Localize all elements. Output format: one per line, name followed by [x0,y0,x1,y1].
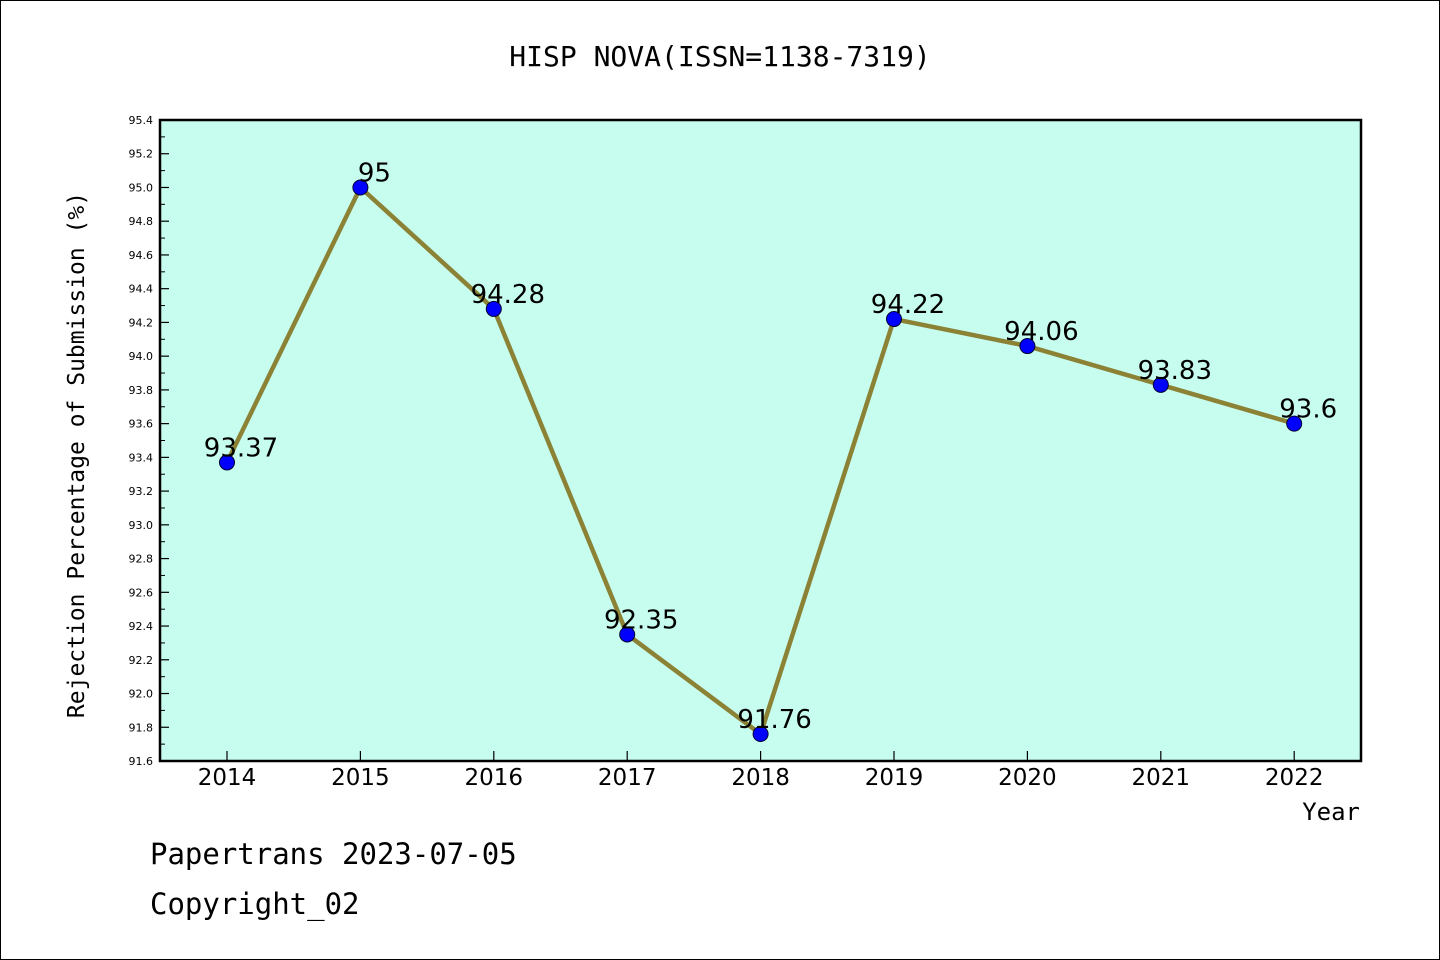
data-point [886,311,902,328]
data-markers [219,179,1303,743]
y-tick-label: 94.2 [129,316,154,329]
y-tick-label: 94.8 [129,215,154,228]
y-tick-label: 92.6 [129,586,154,599]
data-label: 93.37 [204,433,278,463]
x-tick-label: 2014 [198,765,257,791]
data-label: 91.76 [737,705,811,735]
y-axis: 91.6 91.8 92.0 92.2 92.4 92.6 92.8 93.0 93.2 93.4… [129,114,169,768]
x-axis: 2014 2015 2016 2017 2018 2019 2020 2021 2022 [198,751,1324,791]
y-tick-label: 92.0 [129,688,154,701]
data-label: 93.83 [1138,356,1212,386]
x-tick-label: 2017 [598,765,657,791]
y-tick-label: 91.6 [129,755,154,768]
x-tick-label: 2016 [465,765,524,791]
footer-copyright: Copyright_02 [150,887,360,922]
y-tick-label: 92.4 [129,620,154,633]
data-point [1019,338,1036,355]
plot-area [158,118,1363,763]
x-tick-label: 2022 [1265,765,1324,791]
x-tick-label: 2019 [865,765,924,791]
y-tick-label: 95.4 [129,114,154,127]
y-tick-label: 94.0 [129,350,154,363]
x-tick-label: 2018 [731,765,790,791]
y-tick-label: 92.2 [129,654,154,667]
data-point [352,179,369,196]
y-tick-label: 92.8 [129,553,154,566]
data-point [619,626,636,643]
x-tick-label: 2021 [1132,765,1191,791]
data-label: 93.6 [1279,395,1337,425]
x-axis-label: Year [1302,798,1360,826]
y-tick-label: 93.4 [129,451,154,464]
chart-title: HISP NOVA(ISSN=1138-7319) [509,40,930,73]
data-label: 95 [358,158,391,188]
y-tick-label: 94.4 [129,283,154,296]
data-point [752,726,769,743]
data-labels: 93.37 95 94.28 92.35 91.76 94.22 94.06 93.83 93.… [204,158,1337,735]
data-point [1286,415,1303,432]
y-tick-label: 93.0 [129,519,154,532]
y-tick-label: 93.6 [129,418,154,431]
data-label: 94.28 [471,280,545,310]
y-tick-label: 94.6 [129,249,154,262]
x-tick-label: 2020 [998,765,1057,791]
data-label: 92.35 [604,605,678,635]
data-point [219,454,235,471]
data-point [485,300,502,317]
data-label: 94.22 [871,290,945,320]
y-axis-label: Rejection Percentage of Submission (%) [64,192,90,718]
y-tick-label: 95.2 [129,148,154,161]
y-tick-label: 95.0 [129,181,154,194]
footer-date: Papertrans 2023-07-05 [150,837,517,871]
x-tick-label: 2015 [331,765,390,791]
data-label: 94.06 [1004,317,1078,347]
y-tick-label: 93.2 [129,485,154,498]
data-point [1152,376,1169,393]
y-tick-label: 93.8 [129,384,154,397]
y-tick-label: 91.8 [129,721,154,734]
